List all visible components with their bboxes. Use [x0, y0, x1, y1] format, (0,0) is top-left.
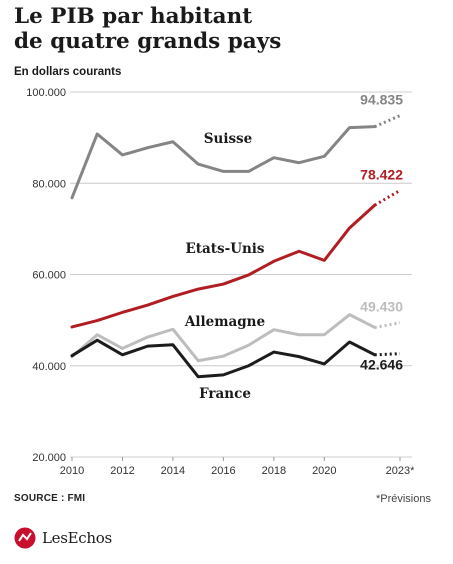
end-value-label-france: 42.646	[360, 357, 403, 373]
series-forecast-allemagne	[374, 321, 401, 329]
y-tick-label: 80.000	[32, 178, 66, 190]
series-line-france	[70, 338, 377, 379]
les-echos-logo: LesEchos	[14, 527, 112, 549]
forecast-note: *Prévisions	[375, 493, 431, 505]
y-tick-label: 40.000	[32, 361, 66, 373]
les-echos-logo-icon	[14, 527, 36, 549]
x-tick-label: 2016	[211, 465, 235, 477]
line-chart: 20.000 40.000 60.000 80.000 100.000 2010 2012 2…	[26, 87, 415, 477]
series-forecast-suisse	[374, 114, 401, 129]
source-note: SOURCE : FMI	[14, 493, 86, 504]
chart-subtitle: En dollars courants	[14, 66, 122, 78]
chart-title: Le PIB par habitant de quatre grands pay…	[14, 4, 434, 54]
x-tick-label: 2014	[161, 465, 185, 477]
series-forecast-etats-unis	[374, 189, 401, 207]
end-value-label-suisse: 94.835	[360, 92, 403, 108]
x-tick-label: 2023*	[386, 465, 415, 477]
title-line-2: de quatre grands pays	[14, 29, 282, 54]
y-tick-label: 100.000	[26, 87, 66, 99]
series-line-suisse	[70, 125, 377, 200]
series-name-allemagne: Allemagne	[184, 314, 265, 330]
x-tick-label: 2018	[262, 465, 286, 477]
series-line-allemagne	[70, 313, 377, 363]
x-tick-label: 2020	[312, 465, 336, 477]
x-tick-label: 2010	[60, 465, 84, 477]
series-line-etats-unis	[70, 203, 377, 329]
series-name-france: France	[199, 386, 251, 402]
end-value-label-allemagne: 49.430	[360, 299, 403, 315]
brand-name: LesEchos	[42, 529, 112, 547]
series-name-etats-unis: Etats-Unis	[185, 241, 264, 257]
x-tick-label: 2012	[110, 465, 134, 477]
y-tick-label: 20.000	[32, 452, 66, 464]
y-tick-label: 60.000	[32, 270, 66, 282]
series-forecast-france	[374, 352, 401, 357]
end-value-label-etats-unis: 78.422	[360, 166, 403, 182]
series-name-suisse: Suisse	[204, 131, 252, 147]
title-line-1: Le PIB par habitant	[14, 4, 253, 29]
